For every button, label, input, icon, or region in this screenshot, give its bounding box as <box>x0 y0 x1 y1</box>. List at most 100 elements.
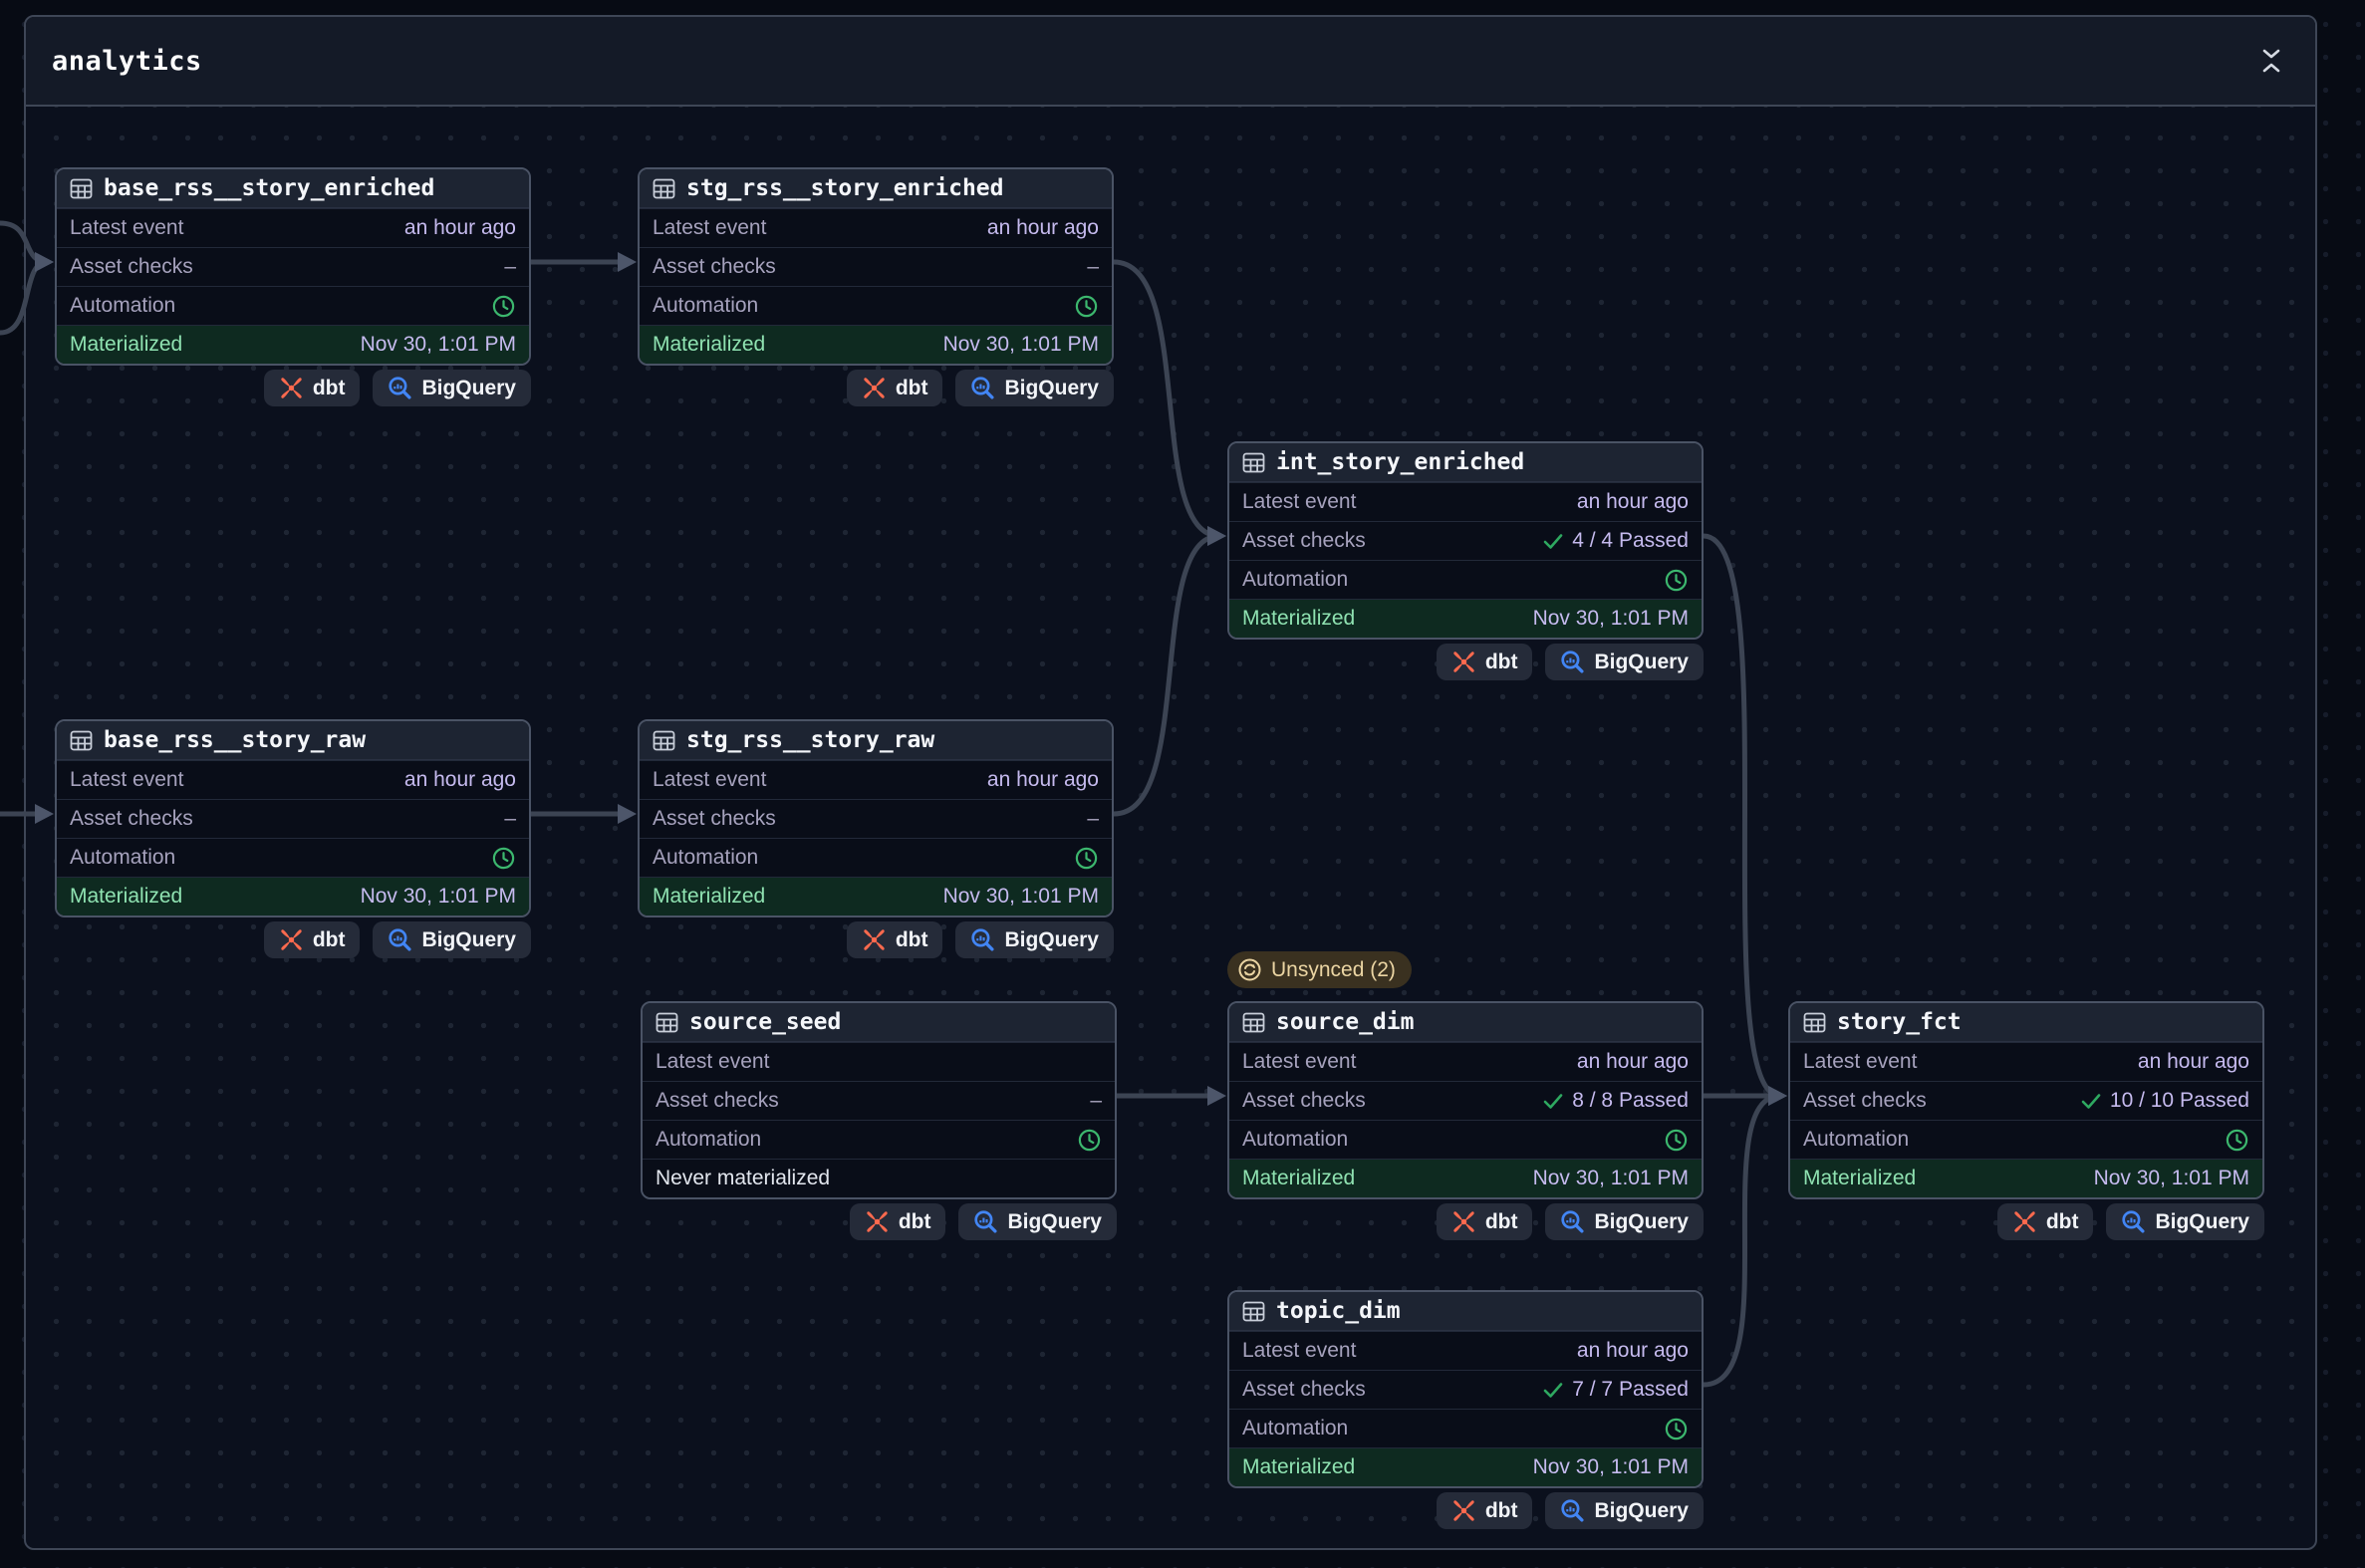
asset-checks-row: Asset checks – <box>643 1081 1115 1120</box>
latest-event-label: Latest event <box>1242 1050 1357 1073</box>
latest-event-row: Latest event an hour ago <box>1229 482 1702 521</box>
automation-label: Automation <box>1803 1128 1910 1151</box>
materialized-label: Materialized <box>653 885 766 908</box>
latest-event-row: Latest event an hour ago <box>640 208 1112 247</box>
materialized-row: Materialized Nov 30, 1:01 PM <box>1790 1159 2262 1197</box>
asset-node-source_seed[interactable]: source_seed Latest event Asset checks – … <box>641 1001 1117 1199</box>
bigquery-icon <box>970 927 995 952</box>
latest-event-label: Latest event <box>1803 1050 1918 1073</box>
clock-icon <box>1074 294 1099 319</box>
collapse-group-button[interactable] <box>2253 43 2289 79</box>
asset-checks-label: Asset checks <box>1242 529 1366 552</box>
clock-icon <box>1664 1128 1689 1153</box>
asset-name: int_story_enriched <box>1276 449 1525 475</box>
kind-tags-stg_rss__story_raw: dbt BigQuery <box>638 921 1114 958</box>
table-icon <box>1242 1011 1265 1034</box>
latest-event-value: an hour ago <box>403 768 516 791</box>
dbt-tag: dbt <box>1436 644 1533 680</box>
kind-tags-source_dim: dbt BigQuery <box>1227 1203 1704 1240</box>
automation-row: Automation <box>1790 1120 2262 1159</box>
asset-name: source_seed <box>689 1009 842 1035</box>
materialized-label: Materialized <box>653 333 766 356</box>
asset-checks-label: Asset checks <box>653 807 776 830</box>
clock-icon <box>491 294 516 319</box>
automation-row: Automation <box>1229 560 1702 599</box>
materialized-row: Materialized Nov 30, 1:01 PM <box>1229 1447 1702 1486</box>
bigquery-tag: BigQuery <box>1545 1203 1704 1240</box>
materialized-value: Nov 30, 1:01 PM <box>942 333 1099 356</box>
kind-tags-base_rss__story_enriched: dbt BigQuery <box>55 370 531 406</box>
check-icon <box>2081 1093 2101 1110</box>
asset-node-stg_rss__story_raw[interactable]: stg_rss__story_raw Latest event an hour … <box>638 719 1114 917</box>
asset-node-header: stg_rss__story_enriched <box>640 169 1112 208</box>
dbt-tag: dbt <box>846 921 943 958</box>
asset-group-header: analytics <box>26 17 2315 107</box>
automation-row: Automation <box>1229 1120 1702 1159</box>
materialized-row: Never materialized <box>643 1159 1115 1197</box>
asset-checks-value: 8 / 8 Passed <box>1543 1089 1689 1113</box>
asset-name: topic_dim <box>1276 1298 1401 1324</box>
materialized-label: Never materialized <box>656 1167 831 1189</box>
asset-node-stg_rss__story_enriched[interactable]: stg_rss__story_enriched Latest event an … <box>638 167 1114 366</box>
dbt-icon <box>865 1209 890 1234</box>
automation-value <box>491 294 516 319</box>
latest-event-row: Latest event an hour ago <box>57 208 529 247</box>
clock-icon <box>1077 1128 1102 1153</box>
asset-name: story_fct <box>1837 1009 1962 1035</box>
bigquery-icon <box>1560 1209 1585 1234</box>
bigquery-icon <box>388 927 412 952</box>
asset-node-header: source_dim <box>1229 1003 1702 1042</box>
asset-checks-value: – <box>504 255 516 278</box>
asset-name: base_rss__story_enriched <box>104 175 435 201</box>
dbt-icon <box>2012 1209 2037 1234</box>
automation-label: Automation <box>1242 1128 1349 1151</box>
clock-icon <box>1664 568 1689 593</box>
asset-node-topic_dim[interactable]: topic_dim Latest event an hour ago Asset… <box>1227 1290 1704 1488</box>
dbt-tag: dbt <box>1436 1492 1533 1529</box>
materialized-label: Materialized <box>70 885 183 908</box>
dbt-tag: dbt <box>1996 1203 2094 1240</box>
materialized-row: Materialized Nov 30, 1:01 PM <box>640 877 1112 915</box>
asset-node-header: base_rss__story_enriched <box>57 169 529 208</box>
materialized-label: Materialized <box>1803 1167 1917 1189</box>
automation-value <box>491 846 516 871</box>
dbt-icon <box>1451 1209 1476 1234</box>
latest-event-label: Latest event <box>70 216 184 239</box>
automation-label: Automation <box>1242 1417 1349 1439</box>
asset-node-header: story_fct <box>1790 1003 2262 1042</box>
asset-checks-row: Asset checks – <box>57 799 529 838</box>
asset-name: stg_rss__story_enriched <box>686 175 1004 201</box>
asset-node-source_dim[interactable]: source_dim Latest event an hour ago Asse… <box>1227 1001 1704 1199</box>
automation-label: Automation <box>653 846 759 869</box>
asset-checks-label: Asset checks <box>1803 1089 1927 1112</box>
check-icon <box>1543 1093 1563 1110</box>
bigquery-icon <box>970 376 995 400</box>
asset-node-base_rss__story_raw[interactable]: base_rss__story_raw Latest event an hour… <box>55 719 531 917</box>
automation-value <box>1077 1128 1102 1153</box>
automation-value <box>1664 568 1689 593</box>
automation-row: Automation <box>1229 1409 1702 1447</box>
asset-node-base_rss__story_enriched[interactable]: base_rss__story_enriched Latest event an… <box>55 167 531 366</box>
asset-node-header: source_seed <box>643 1003 1115 1042</box>
asset-node-int_story_enriched[interactable]: int_story_enriched Latest event an hour … <box>1227 441 1704 640</box>
kind-tags-base_rss__story_raw: dbt BigQuery <box>55 921 531 958</box>
latest-event-label: Latest event <box>70 768 184 791</box>
dbt-icon <box>279 376 304 400</box>
dbt-tag: dbt <box>846 370 943 406</box>
clock-icon <box>1074 846 1099 871</box>
materialized-value: Nov 30, 1:01 PM <box>1532 607 1689 630</box>
automation-row: Automation <box>640 838 1112 877</box>
bigquery-tag: BigQuery <box>373 921 531 958</box>
asset-node-story_fct[interactable]: story_fct Latest event an hour ago Asset… <box>1788 1001 2264 1199</box>
asset-checks-label: Asset checks <box>656 1089 779 1112</box>
dbt-tag: dbt <box>1436 1203 1533 1240</box>
latest-event-value: an hour ago <box>1576 1339 1689 1362</box>
table-icon <box>70 177 93 200</box>
asset-checks-row: Asset checks 8 / 8 Passed <box>1229 1081 1702 1120</box>
dbt-tag: dbt <box>263 921 361 958</box>
materialized-row: Materialized Nov 30, 1:01 PM <box>57 877 529 915</box>
automation-value <box>1664 1128 1689 1153</box>
unsynced-badge[interactable]: Unsynced (2) <box>1227 951 1412 988</box>
materialized-label: Materialized <box>1242 1167 1356 1189</box>
automation-label: Automation <box>653 294 759 317</box>
